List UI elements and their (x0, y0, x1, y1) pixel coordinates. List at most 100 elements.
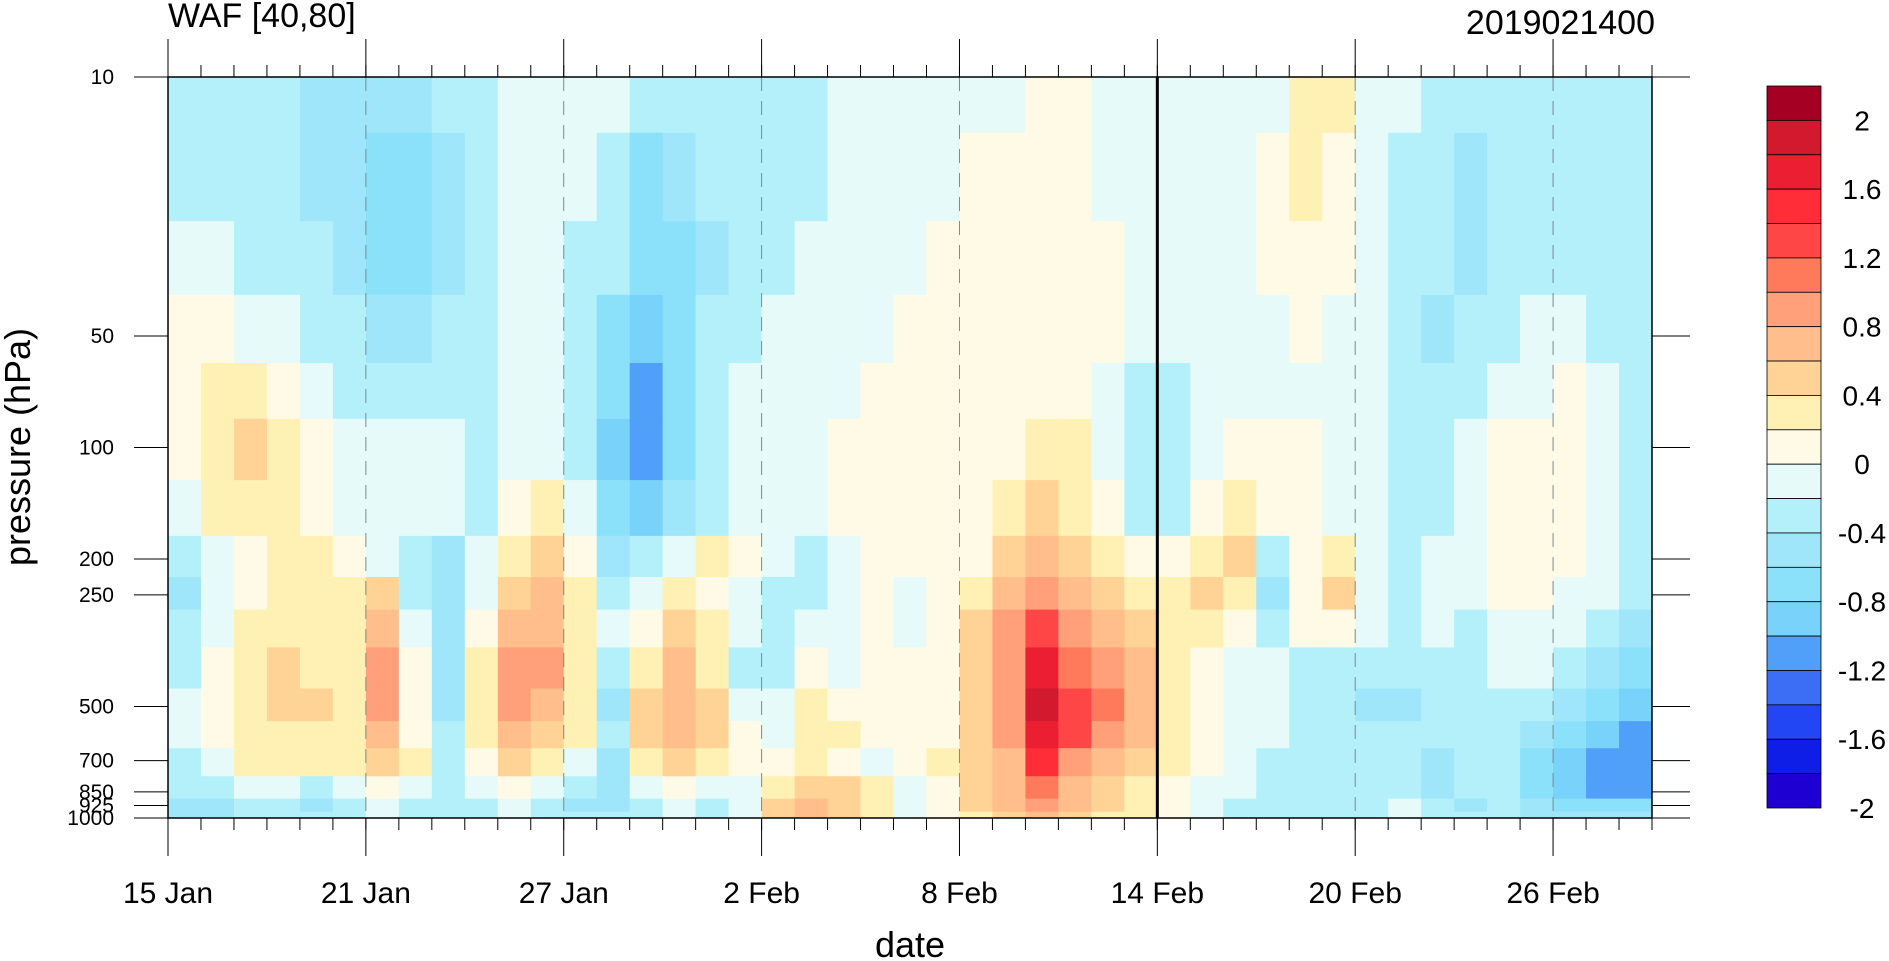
field-cell (1322, 480, 1356, 537)
field-cell (299, 132, 334, 222)
field-cell (332, 294, 367, 364)
field-cell (1223, 776, 1257, 800)
y-tick-label: 925 (79, 794, 114, 817)
field-cell (200, 535, 235, 578)
field-cell (431, 647, 466, 690)
field-cell (926, 776, 961, 800)
field-cell (893, 721, 928, 749)
field-cell (464, 688, 499, 722)
field-cell (992, 688, 1027, 722)
field-cell (1157, 647, 1191, 690)
field-cell (959, 798, 994, 813)
colorbar-swatch (1766, 704, 1822, 740)
field-cell (1124, 77, 1158, 134)
field-cell (1190, 721, 1224, 749)
field-cell (827, 294, 862, 364)
field-cell (761, 721, 796, 749)
field-cell (1553, 798, 1587, 813)
field-cell (926, 647, 961, 690)
field-cell (1553, 418, 1587, 481)
field-cell (1091, 221, 1125, 296)
field-cell (827, 576, 862, 611)
field-cell (794, 418, 829, 481)
field-cell (695, 647, 730, 690)
field-cell (1520, 535, 1554, 578)
field-cell (266, 77, 301, 134)
field-cell (1619, 811, 1652, 818)
field-cell (563, 688, 598, 722)
field-cell (299, 647, 334, 690)
field-cell (959, 77, 994, 134)
field-cell (1553, 688, 1587, 722)
field-cell (1619, 418, 1652, 481)
field-cell (1487, 132, 1521, 222)
field-cell (233, 811, 268, 818)
field-cell (266, 294, 301, 364)
y-tick-label: 500 (79, 695, 114, 718)
field-cell (398, 798, 433, 813)
field-cell (893, 132, 928, 222)
field-cell (1157, 609, 1191, 649)
field-cell (1421, 721, 1455, 749)
field-cell (827, 798, 862, 813)
field-cell (1619, 647, 1652, 690)
field-cell (266, 721, 301, 749)
field-cell (959, 647, 994, 690)
field-cell (1190, 748, 1224, 777)
field-cell (629, 77, 664, 134)
field-cell (365, 418, 400, 481)
field-cell (695, 363, 730, 420)
field-cell (1289, 77, 1323, 134)
field-cell (794, 535, 829, 578)
field-cell (1223, 748, 1257, 777)
field-cell (959, 418, 994, 481)
field-cell (1157, 132, 1191, 222)
field-cell (1454, 776, 1488, 800)
field-cell (233, 418, 268, 481)
x-tick-label: 15 Jan (123, 877, 213, 910)
field-cell (464, 798, 499, 813)
colorbar-swatch (1766, 532, 1822, 568)
field-cell (497, 480, 532, 537)
field-cell (1025, 294, 1059, 364)
field-cell (959, 721, 994, 749)
chart-title: WAF [40,80] (168, 0, 356, 35)
field-cell (1124, 647, 1158, 690)
field-cell (992, 776, 1027, 800)
field-cell (1256, 535, 1290, 578)
field-cell (893, 480, 928, 537)
field-cell (794, 811, 829, 818)
field-cell (860, 77, 895, 134)
field-cell (1454, 294, 1488, 364)
field-cell (168, 418, 202, 481)
field-cell (563, 748, 598, 777)
field-cell (893, 798, 928, 813)
field-cell (168, 576, 202, 611)
field-cell (1520, 721, 1554, 749)
field-cell (1256, 294, 1290, 364)
field-cell (1025, 132, 1059, 222)
field-cell (200, 221, 235, 296)
field-cell (728, 647, 763, 690)
field-cell (1157, 811, 1191, 818)
field-cell (1388, 418, 1422, 481)
field-cell (827, 748, 862, 777)
field-cell (1421, 132, 1455, 222)
colorbar-swatch (1766, 429, 1822, 465)
field-cell (168, 294, 202, 364)
colorbar-tick-label: -1.2 (1838, 655, 1886, 686)
x-tick-label: 2 Feb (723, 877, 800, 910)
chart-timestamp: 2019021400 (1466, 4, 1655, 42)
colorbar-tick-label: -2 (1850, 793, 1875, 824)
field-cell (629, 798, 664, 813)
field-cell (1124, 363, 1158, 420)
field-cell (662, 480, 697, 537)
field-cell (1421, 363, 1455, 420)
field-cell (662, 576, 697, 611)
field-cell (662, 418, 697, 481)
field-cell (200, 132, 235, 222)
field-cell (1223, 688, 1257, 722)
field-cell (695, 576, 730, 611)
field-cell (1388, 776, 1422, 800)
